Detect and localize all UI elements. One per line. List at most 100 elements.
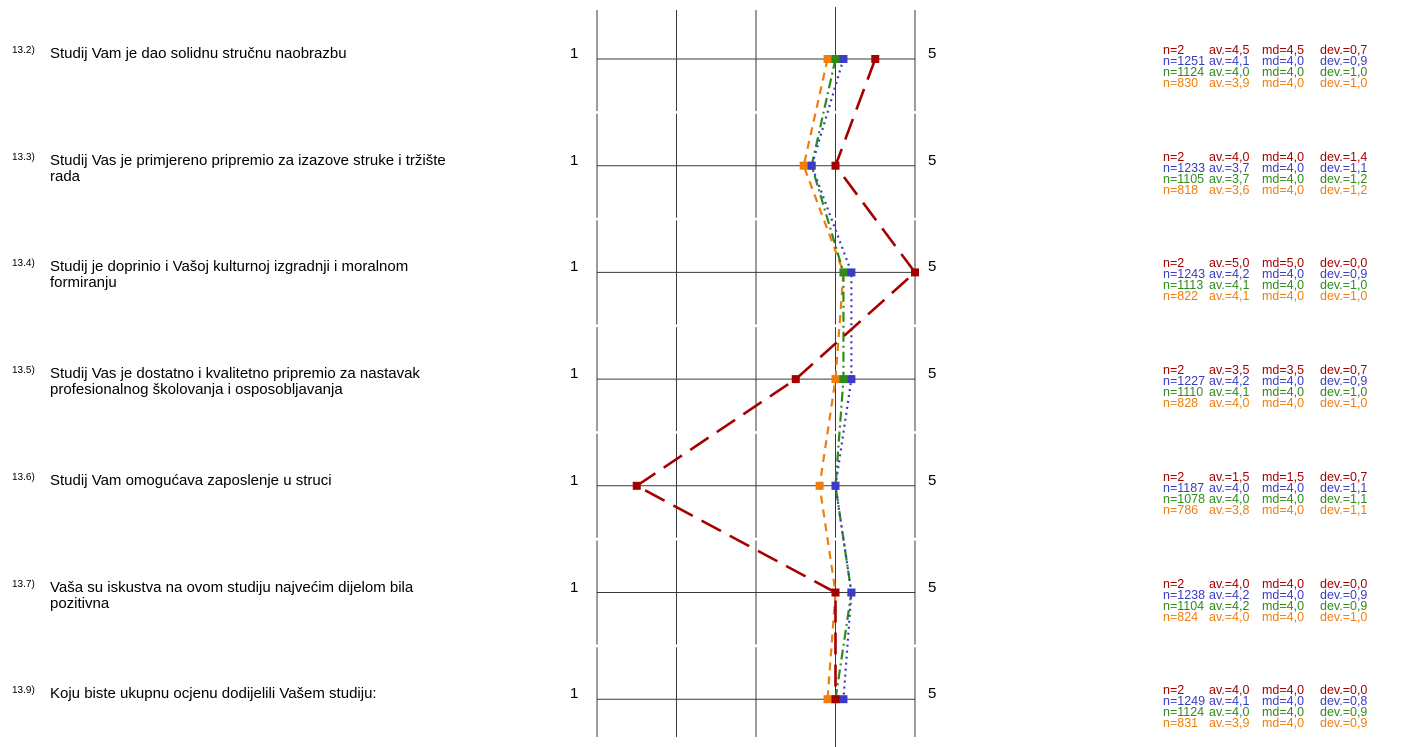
- stat-dev: dev.=0,0: [1320, 256, 1368, 271]
- stat-av: av.=3,7: [1209, 171, 1250, 186]
- question-row: 13.9) Koju biste ukupnu ocjenu dodijelili…: [0, 0, 1406, 730]
- question-number: 13.4): [12, 258, 35, 270]
- stat-dev: dev.=1,0: [1320, 65, 1368, 79]
- stat-dev: dev.=1,0: [1320, 396, 1368, 411]
- stat-md: md=4,0: [1262, 480, 1305, 495]
- scale-max-label: 5: [928, 578, 937, 596]
- stat-n: n=1124: [1163, 65, 1205, 79]
- question-text: Studij Vas je primjereno pripremio za iz…: [50, 151, 446, 185]
- stat-n: n=1078: [1163, 491, 1206, 506]
- stat-av: av.=4,0: [1209, 396, 1250, 411]
- stat-md: md=4,0: [1262, 683, 1305, 698]
- stat-md: md=4,0: [1262, 182, 1305, 197]
- scale-min-label: 1: [570, 365, 579, 383]
- stat-dev: dev.=0,9: [1320, 705, 1368, 720]
- stat-md: md=3,5: [1262, 363, 1305, 378]
- question-number: 13.6): [12, 471, 35, 483]
- stat-md: md=4,0: [1262, 705, 1305, 720]
- stat-n: n=786: [1163, 502, 1199, 517]
- stat-dev: dev.=1,0: [1320, 278, 1368, 293]
- stat-av: av.=4,1: [1209, 54, 1250, 68]
- stat-md: md=4,0: [1262, 76, 1305, 90]
- scale-max-label: 5: [928, 151, 937, 169]
- stat-n: n=1105: [1163, 171, 1205, 186]
- stats-line: n=2 av.=1,5 md=1,5 dev.=0,7: [1163, 469, 1367, 484]
- stat-dev: dev.=1,0: [1320, 76, 1368, 90]
- stat-n: n=828: [1163, 396, 1199, 411]
- stat-dev: dev.=1,0: [1320, 289, 1368, 304]
- stat-dev: dev.=0,9: [1320, 374, 1368, 389]
- stat-dev: dev.=0,8: [1320, 694, 1368, 709]
- stat-dev: dev.=0,0: [1320, 683, 1368, 698]
- stat-n: n=1243: [1163, 267, 1206, 282]
- scale-min-label: 1: [570, 578, 579, 596]
- stat-av: av.=4,0: [1209, 609, 1250, 624]
- stats-line: n=1227 av.=4,2 md=4,0 dev.=0,9: [1163, 374, 1368, 389]
- stat-dev: dev.=1,1: [1320, 480, 1368, 495]
- stats-line: n=1187 av.=4,0 md=4,0 dev.=1,1: [1163, 480, 1368, 495]
- stat-av: av.=3,8: [1209, 502, 1250, 517]
- stats-line: n=2 av.=4,5 md=4,5 dev.=0,7: [1163, 44, 1367, 57]
- stat-n: n=2: [1163, 363, 1185, 378]
- stat-av: av.=4,0: [1209, 491, 1250, 506]
- stat-av: av.=4,0: [1209, 683, 1250, 698]
- stat-dev: dev.=0,9: [1320, 598, 1368, 613]
- stat-n: n=1249: [1163, 694, 1206, 709]
- series-point: [823, 55, 832, 63]
- stats-line: n=818 av.=3,6 md=4,0 dev.=1,2: [1163, 182, 1368, 197]
- stat-av: av.=4,0: [1209, 149, 1250, 164]
- stat-av: av.=4,1: [1209, 385, 1250, 400]
- series-point: [831, 695, 840, 704]
- series-point: [807, 161, 816, 170]
- stat-md: md=4,0: [1262, 171, 1305, 186]
- scale-min-label: 1: [570, 471, 579, 489]
- question-number: 13.9): [12, 685, 35, 697]
- stats-line: n=1233 av.=3,7 md=4,0 dev.=1,1: [1163, 161, 1367, 174]
- stats-block: n=2 av.=4,0 md=4,0 dev.=1,4 n=1233 av.=3,7 md=…: [1163, 149, 1368, 197]
- stat-md: md=4,0: [1262, 289, 1305, 304]
- stat-md: md=4,0: [1262, 149, 1305, 164]
- stat-av: av.=4,0: [1209, 576, 1250, 591]
- stat-md: md=4,0: [1262, 609, 1305, 624]
- stats-block: n=2 av.=4,5 md=4,5 dev.=0,7 n=1251 av.=4,1 md=…: [1163, 44, 1368, 90]
- question-number: 13.3): [12, 151, 35, 163]
- stat-dev: dev.=0,9: [1320, 716, 1368, 731]
- stat-av: av.=3,5: [1209, 363, 1250, 378]
- stat-av: av.=3,9: [1209, 716, 1250, 731]
- stat-n: n=1110: [1163, 385, 1204, 400]
- stat-dev: dev.=1,2: [1320, 182, 1368, 197]
- stat-av: av.=5,0: [1209, 256, 1250, 271]
- stat-n: n=1124: [1163, 705, 1205, 720]
- stat-dev: dev.=1,0: [1320, 385, 1368, 400]
- scale-min-label: 1: [570, 685, 579, 703]
- stat-dev: dev.=0,9: [1320, 587, 1368, 602]
- question-number: 13.5): [12, 365, 35, 377]
- scale-max-label: 5: [928, 365, 937, 383]
- stat-n: n=2: [1163, 469, 1185, 484]
- stat-n: n=2: [1163, 149, 1185, 164]
- question-text: Vaša su iskustva na ovom studiju najveći…: [50, 578, 414, 612]
- stats-line: n=2 av.=4,0 md=4,0 dev.=1,4: [1163, 149, 1367, 164]
- stats-line: n=2 av.=3,5 md=3,5 dev.=0,7: [1163, 363, 1367, 378]
- stats-block: n=2 av.=5,0 md=5,0 dev.=0,0 n=1243 av.=4,2 md=…: [1163, 256, 1368, 304]
- stat-dev: dev.=0,0: [1320, 576, 1368, 591]
- stats-line: n=1078 av.=4,0 md=4,0 dev.=1,1: [1163, 491, 1367, 506]
- scale-min-label: 1: [570, 45, 579, 62]
- series-point: [815, 481, 824, 490]
- question-number: 13.7): [12, 578, 35, 590]
- stat-n: n=824: [1163, 609, 1199, 624]
- stats-line: n=824 av.=4,0 md=4,0 dev.=1,0: [1163, 609, 1368, 624]
- stat-av: av.=4,1: [1209, 289, 1250, 304]
- scale-max-label: 5: [928, 471, 937, 489]
- stats-line: n=1124 av.=4,0 md=4,0 dev.=0,9: [1163, 705, 1368, 720]
- stat-av: av.=4,1: [1209, 278, 1250, 293]
- stats-line: n=2 av.=4,0 md=4,0 dev.=0,0: [1163, 683, 1368, 698]
- stat-md: md=4,0: [1262, 396, 1305, 411]
- question-row: 13.5) Studij Vas je dostatno i kvalitetno…: [0, 0, 1406, 410]
- stat-av: av.=4,2: [1209, 374, 1250, 389]
- stat-md: md=4,0: [1262, 278, 1305, 293]
- stat-dev: dev.=0,9: [1320, 54, 1368, 68]
- stat-md: md=4,0: [1262, 385, 1305, 400]
- question-number: 13.2): [12, 45, 35, 56]
- stat-dev: dev.=1,0: [1320, 609, 1368, 624]
